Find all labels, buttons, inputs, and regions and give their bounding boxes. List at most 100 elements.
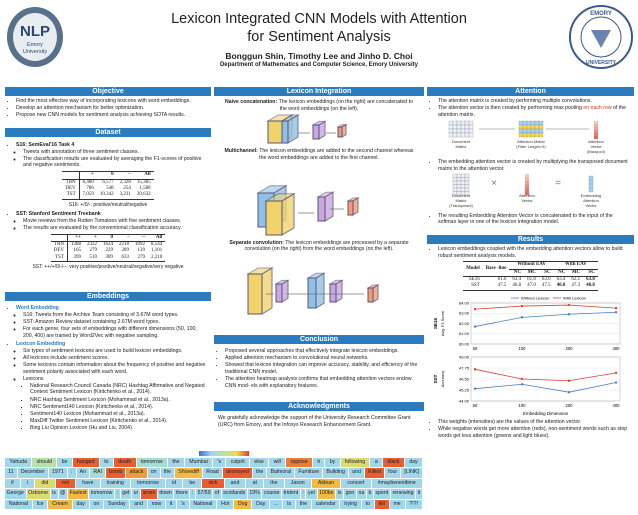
figure-label: (Maxpool)	[587, 149, 605, 154]
heatmap-word: calendar	[311, 499, 340, 509]
bullet-list: The embedding attention vector is create…	[431, 159, 630, 172]
matrix-cell	[456, 177, 462, 181]
heatmap-word: of	[213, 489, 221, 499]
y-tick-label: 63.00	[459, 311, 470, 316]
matrix-cell	[534, 128, 540, 134]
bullet: The attention vector is then created by …	[438, 105, 630, 118]
bullet: While negative words get more attention …	[438, 426, 630, 439]
heatmap-word: to	[361, 499, 374, 509]
matrix-cell	[538, 120, 544, 126]
bullet: Movie reviews from the Rotten Tomatoes w…	[23, 218, 207, 225]
cube-face	[261, 267, 273, 315]
data-point	[567, 379, 571, 382]
bullet: Bing Liu Opinion Lexicon (Hu and Liu, 20…	[30, 425, 207, 432]
seal-emblem	[591, 30, 611, 48]
table-cell: 1288	[71, 241, 82, 247]
heatmap-word: following	[340, 458, 370, 468]
matrix-cell	[464, 128, 470, 134]
heatmap-row: 11 December 1971: An RAI bomb attack on the Shore…	[5, 468, 423, 478]
heatmap-word: and	[130, 499, 147, 509]
data-point	[473, 387, 477, 390]
bullet: S16: SemEval'16 Task 4Tweets with annota…	[16, 142, 207, 169]
bullet: All lexicons include sentiment scores.	[23, 355, 207, 362]
heatmap-word: Ice	[32, 499, 48, 509]
heatmap-word: now	[147, 499, 165, 509]
figure-label: Attention	[583, 198, 599, 203]
x-tick-label: 100	[519, 403, 527, 408]
plot-frame	[470, 302, 621, 345]
bullet: Lexicon embeddings coupled with the embe…	[438, 246, 630, 259]
chart-label: SE16	[433, 317, 438, 329]
seal	[569, 5, 633, 69]
matrix-cell	[452, 180, 458, 185]
matrix-cell	[530, 132, 536, 138]
heatmap-word: sick	[202, 478, 224, 489]
table-cell: 62.1	[571, 277, 581, 283]
heatmap-word: by	[325, 458, 340, 468]
heatmap-word: :	[190, 489, 195, 499]
heatmap-word: [LINK]	[401, 468, 422, 478]
table-cell: 48.8	[556, 283, 566, 289]
table-cell: 399	[73, 254, 82, 260]
heatmap-word: the	[264, 478, 284, 489]
data-point	[614, 381, 618, 384]
bullet: SST: Stanford Sentiment TreebankMovie re…	[16, 211, 207, 231]
cube-face	[265, 200, 283, 236]
cube-face	[317, 196, 326, 222]
heatmap-row: if i did not have training tomorrow id be sick and…	[5, 478, 423, 489]
bullet-list: Word EmbeddingS16: Tweets from the Archi…	[9, 305, 207, 339]
heatmap-word: death	[113, 458, 136, 468]
matrix-cell	[452, 128, 458, 134]
matrix-cell	[468, 132, 474, 138]
y-tick-label: 64.00	[459, 300, 470, 305]
table-cell: 1,588	[139, 185, 151, 191]
table-cell: 1,101	[151, 248, 163, 254]
table-cell: 63.6	[541, 277, 551, 283]
bullet-list: The resulting Embedding Attention Vector…	[431, 213, 630, 226]
heatmap-word: December	[17, 468, 48, 478]
matrix-cell	[468, 120, 474, 126]
bullet: Develop an attention mechanism for bette…	[16, 105, 207, 112]
matrix-cell	[468, 124, 474, 130]
table-caption: SST: ++/+/0/-/--: very positive/positive…	[32, 264, 184, 271]
arrow	[298, 208, 344, 213]
heatmap-word: be	[183, 478, 202, 489]
matrix-cell	[452, 173, 458, 178]
heatmap-word: Fastest	[68, 489, 89, 499]
table-row: DEV 165 279 229 289 139 1,101	[50, 248, 166, 255]
vector-cell	[588, 179, 594, 184]
table-cell: 2,210	[151, 254, 163, 260]
bullet-text: Lexicons	[23, 376, 44, 383]
vector-cell	[593, 132, 599, 137]
heatmap-word: Jason	[284, 478, 311, 489]
matrix-cell	[460, 177, 466, 181]
heatmap-word: did	[35, 478, 55, 489]
heatmap-word: is	[336, 489, 344, 499]
model-figure	[246, 267, 380, 315]
table-cell: 2,328	[119, 179, 131, 185]
heatmap-word: kill	[374, 499, 389, 509]
cube-face	[247, 273, 263, 315]
table-header: ++	[67, 234, 85, 242]
heatmap-word: is	[50, 489, 58, 499]
objective-section: Objective Find the most effective way of …	[5, 87, 211, 127]
heatmap-word: ?!?!	[405, 499, 422, 509]
matrix-cell	[518, 124, 524, 130]
cube-face	[275, 283, 283, 303]
left-logo: NLP Emory University	[7, 7, 63, 67]
matrix-cell	[464, 187, 470, 192]
heatmap-word: else	[250, 458, 269, 468]
table-header	[62, 171, 80, 180]
table-cell: 1092	[135, 241, 146, 247]
heatmap-word: trident	[282, 489, 300, 499]
table-cell: 61.6	[497, 277, 507, 283]
table-header: 0	[96, 171, 117, 180]
matrix-cell	[464, 180, 470, 185]
matrix-cell	[526, 124, 532, 130]
heatmap-word: Cream	[48, 499, 72, 509]
table-cell: DEV	[50, 248, 69, 255]
matrix-cell	[456, 132, 462, 138]
heatmap-word: #maybenexttime	[371, 478, 422, 489]
heatmap-word: bomb	[106, 468, 126, 478]
matrix-cell	[452, 120, 458, 126]
